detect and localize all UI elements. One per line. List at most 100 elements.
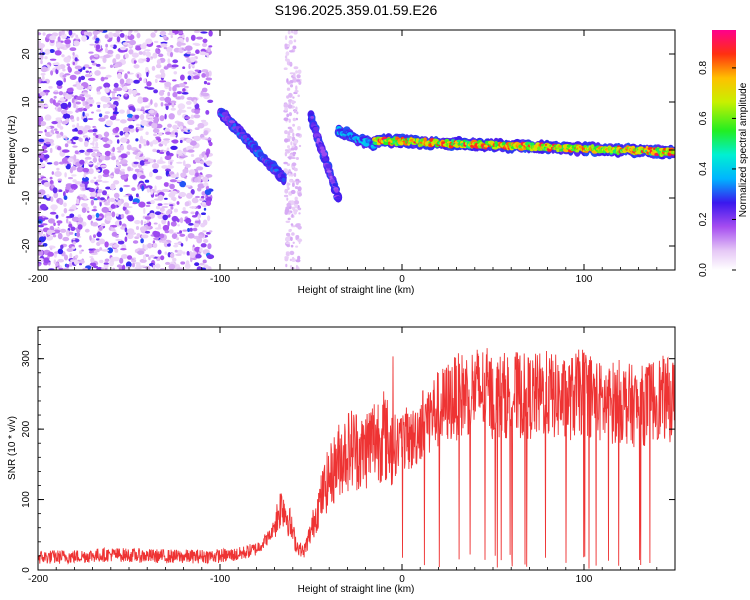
spectrogram-noise-blob	[90, 257, 95, 263]
spectrogram-noise-blob	[206, 231, 211, 235]
spectrogram-noise-blob	[143, 78, 147, 84]
spectrogram-noise-blob	[66, 87, 74, 93]
spectrogram-noise-blob	[171, 139, 179, 144]
spectrogram-noise-blob	[72, 61, 76, 66]
spectrogram-noise-blob	[160, 140, 168, 145]
spectrogram-noise-blob	[44, 104, 49, 108]
spectrogram-signal-core	[257, 151, 264, 157]
spectrogram-noise-blob	[176, 267, 184, 270]
spectrogram-signal-core	[328, 172, 333, 177]
spectrogram-noise-blob	[116, 213, 119, 217]
spectrogram-noise-blob	[131, 52, 139, 58]
spectrogram-noise-blob	[38, 86, 42, 93]
spectrogram-noise-blob	[133, 30, 139, 33]
spectrogram-noise-blob	[186, 51, 191, 55]
colorbar-gradient	[712, 30, 736, 270]
spectrogram-noise-blob	[206, 82, 211, 85]
spectrogram-noise-blob	[138, 51, 143, 55]
spectrogram-noise-blob	[94, 165, 99, 169]
spectrogram-noise-blob	[143, 143, 147, 147]
spectrogram-noise-blob	[78, 76, 82, 83]
spectrogram-noise-blob	[41, 145, 48, 150]
spectrogram-noise-blob	[69, 213, 75, 218]
spectrogram-noise-blob	[189, 252, 196, 259]
spectrogram-noise-blob	[93, 265, 98, 269]
spectrogram-signal-core	[330, 179, 335, 182]
spectrogram-noise-blob	[56, 134, 62, 138]
spectrogram-noise-blob	[54, 89, 58, 92]
spectrogram-noise-blob	[284, 138, 289, 143]
spectrogram-noise-blob	[75, 37, 80, 40]
spectrogram-noise-blob	[119, 187, 123, 192]
spectrogram-noise-blob	[148, 256, 151, 261]
spectrogram-noise-blob	[66, 248, 74, 252]
spectrogram-noise-blob	[40, 66, 48, 73]
spectrogram-noise-blob	[91, 60, 95, 63]
spectrogram-noise-blob	[149, 254, 155, 258]
spectrogram-noise-blob	[65, 185, 72, 190]
spectrogram-noise-blob	[179, 233, 186, 237]
spectrogram-noise-blob	[115, 41, 122, 44]
spectrogram-noise-blob	[96, 91, 102, 95]
spectrogram-noise-blob	[157, 50, 161, 54]
spectrogram-noise-blob	[164, 81, 172, 88]
snr-ylabel: SNR (10 * v/v)	[7, 416, 18, 480]
spectrogram-noise-blob	[88, 85, 93, 90]
spectrogram-noise-blob	[97, 196, 101, 200]
spectrogram-noise-blob	[180, 155, 188, 158]
spectrogram-noise-blob	[67, 158, 74, 163]
colorbar-tick-label: 0.0	[698, 263, 709, 277]
spectrogram-noise-blob	[71, 189, 75, 192]
spectrogram-noise-blob	[119, 257, 124, 264]
spectrogram-noise-blob	[285, 242, 291, 245]
spectrogram-noise-blob	[125, 266, 131, 269]
spectrogram-noise-blob	[293, 167, 298, 172]
spectrogram-noise-blob	[178, 83, 186, 88]
spectrogram-noise-blob	[144, 216, 152, 220]
spectrogram-noise-blob	[104, 47, 108, 54]
spectrogram-noise-blob	[184, 163, 192, 168]
spectrogram-noise-blob	[62, 149, 70, 153]
spectrogram-noise-blob	[107, 39, 112, 43]
spectrogram-noise-blob	[101, 267, 105, 270]
spectrogram-noise-blob	[200, 31, 208, 34]
spectrogram-noise-blob	[139, 160, 145, 166]
spectrogram-noise-blob	[132, 240, 139, 244]
spectrogram-noise-blob	[69, 47, 77, 51]
spectrogram-noise-blob	[185, 236, 188, 242]
spectrogram-noise-blob	[153, 231, 161, 238]
spectrogram-noise-blob	[62, 236, 70, 242]
spectrogram-noise-blob	[124, 53, 129, 59]
spectrogram-noise-blob	[285, 58, 289, 61]
spectrogram-noise-blob	[113, 180, 120, 185]
spectrogram-noise-blob	[49, 147, 53, 154]
spectrogram-noise-blob	[190, 211, 195, 215]
spectrogram-y-tick-label: 10	[21, 96, 32, 108]
spectrogram-noise-blob	[157, 194, 164, 201]
spectrogram-noise-blob	[194, 43, 201, 46]
spectrogram-noise-blob	[116, 36, 121, 43]
spectrogram-noise-blob	[135, 123, 140, 127]
spectrogram-noise-blob	[180, 261, 186, 265]
spectrogram-noise-blob	[152, 148, 157, 153]
spectrogram-y-tick-label: 0	[21, 147, 32, 153]
spectrogram-noise-blob	[111, 97, 119, 100]
spectrogram-noise-blob	[116, 161, 120, 167]
spectrogram-noise-blob	[72, 241, 76, 245]
spectrogram-noise-blob	[104, 87, 110, 93]
snr-y-tick-label: 0	[21, 567, 32, 573]
spectrogram-noise-blob	[188, 63, 191, 69]
spectrogram-noise-blob	[120, 248, 127, 251]
spectrogram-noise-blob	[79, 159, 85, 165]
spectrogram-noise-blob	[115, 87, 123, 92]
spectrogram-noise-blob	[143, 207, 146, 215]
spectrogram-noise-blob	[113, 192, 120, 199]
spectrogram-noise-blob	[294, 90, 299, 93]
spectrogram-noise-blob	[105, 74, 112, 78]
spectrogram-noise-blob	[49, 98, 54, 104]
spectrogram-noise-blob	[63, 113, 71, 120]
spectrogram-noise-blob	[56, 84, 63, 89]
spectrogram-signal-core	[321, 152, 328, 157]
spectrogram-noise-blob	[159, 233, 165, 239]
spectrogram-noise-blob	[119, 78, 125, 85]
